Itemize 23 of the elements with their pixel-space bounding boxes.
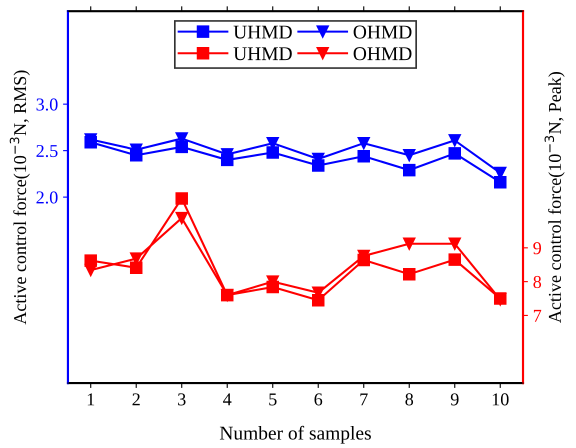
y-tick-label: 3.0 [36,98,58,111]
y2-tick-label: 9 [533,242,542,254]
x-tick-label: 2 [132,393,140,406]
x-tick-label: 10 [492,393,509,406]
y-axis-title: Active control force(10$^{−3}$N, RMS) [10,70,30,325]
legend-label: OHMD [354,47,412,60]
x-tick-label: 3 [178,393,186,406]
x-tick-label: 4 [223,393,232,406]
y2-tick-label: 7 [534,310,542,322]
x-tick-label: 5 [269,393,277,406]
x-tick-label: 1 [88,393,94,406]
x-tick-label: 7 [360,393,368,406]
legend-label: OHMD [354,26,412,39]
x-axis-title: Number of samples [220,426,371,444]
legend-label: UHMD [234,47,292,60]
x-tick-label: 6 [314,393,322,406]
x-tick-label: 9 [450,393,459,406]
y-tick-label: 2.0 [36,191,58,204]
y2-axis-title: Active control force(10$^{−3}$N, Peak) [544,72,565,323]
legend-label: UHMD [234,26,292,39]
x-tick-label: 8 [405,393,414,406]
y2-tick-label: 8 [533,276,542,288]
y-tick-label: 2.5 [36,144,58,158]
